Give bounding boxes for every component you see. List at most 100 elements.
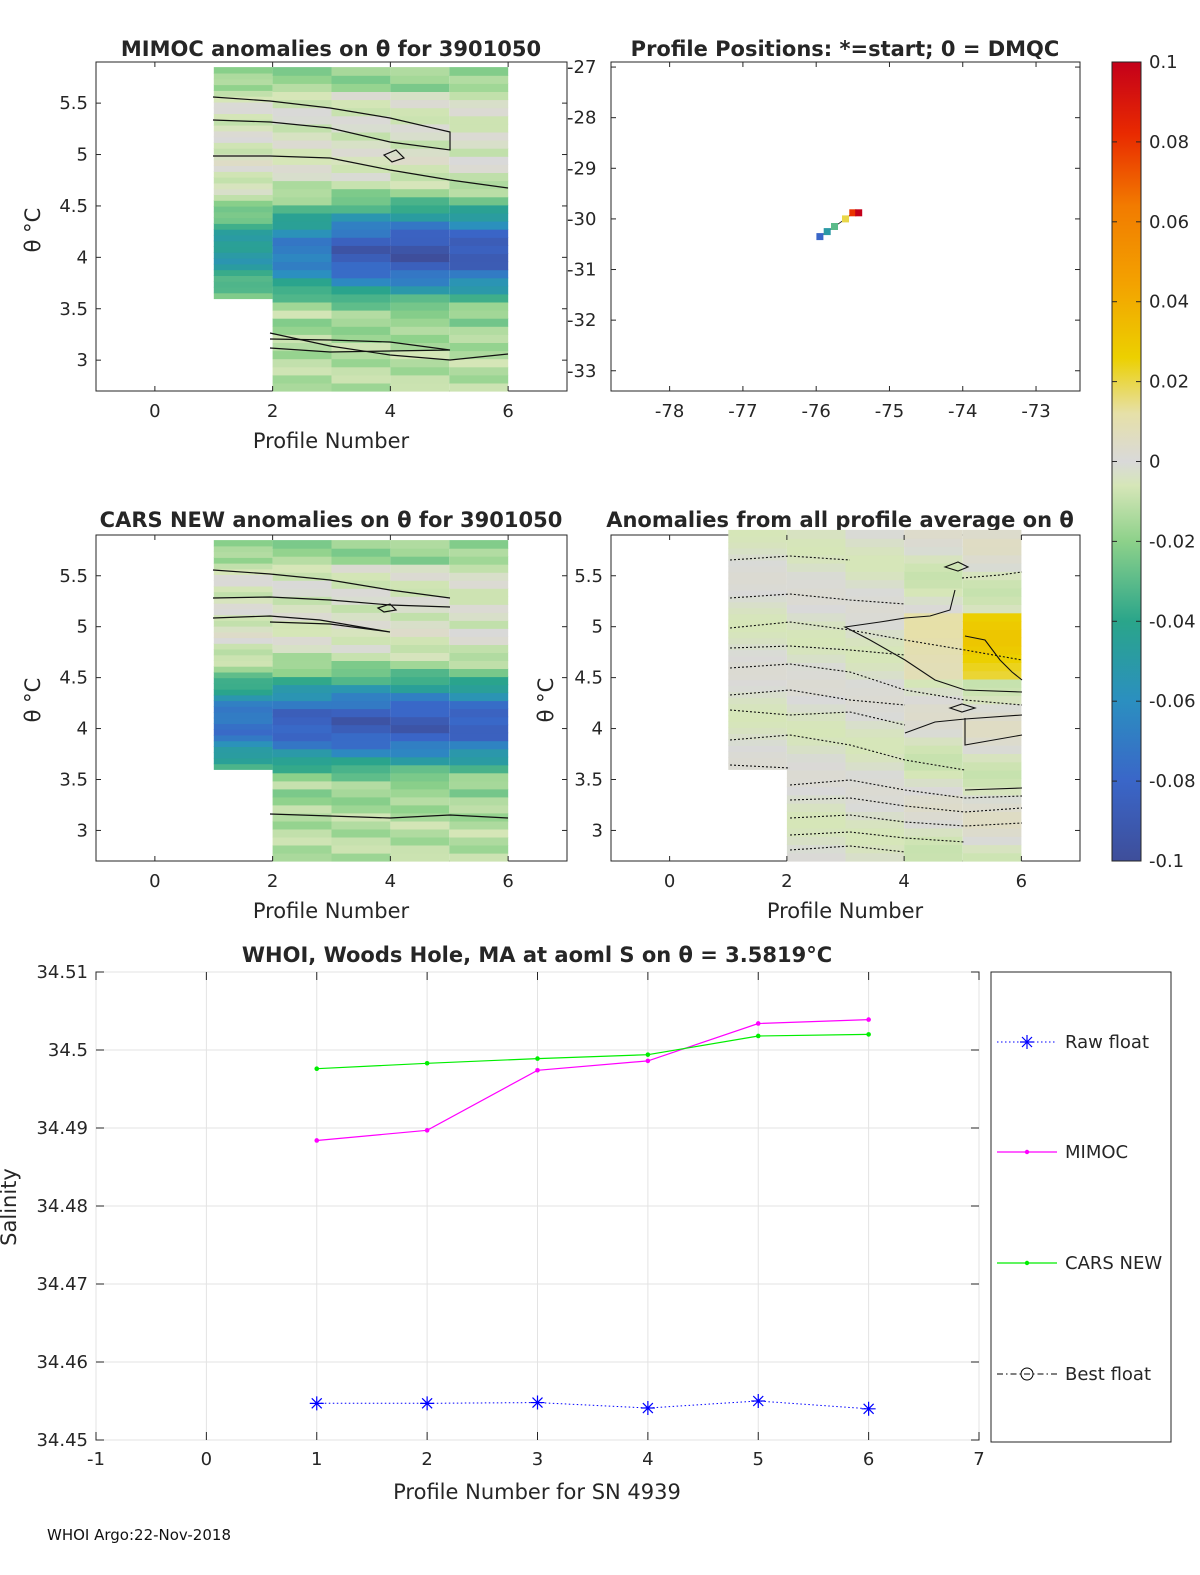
heatmap-cell	[449, 700, 509, 710]
panel-mimoc-anomalies: MIMOC anomalies on θ for 3901050 0 2 4 6 5.5…	[21, 37, 568, 453]
heatmap-cell	[331, 164, 391, 173]
heatmap-cell	[331, 668, 391, 678]
heatmap-cell	[786, 786, 846, 796]
heatmap-cell	[449, 237, 509, 246]
y-axis-label: θ °C	[21, 208, 45, 253]
heatmap-cell	[449, 245, 509, 254]
heatmap-cell	[272, 788, 332, 798]
position-marker	[849, 209, 857, 217]
heatmap-cell	[213, 603, 273, 610]
heatmap-cell	[904, 769, 963, 779]
heatmap-cell	[213, 258, 273, 265]
heatmap-cell	[331, 596, 391, 605]
heatmap-cell	[390, 164, 450, 173]
panel-profile-average-anomalies: Anomalies from all profile average on θ	[534, 508, 1081, 923]
heatmap-cell	[390, 668, 450, 678]
panel-cars-anomalies: CARS NEW anomalies on θ for 3901050 0 2 4 6…	[21, 508, 568, 923]
legend-entry-best-float: Best float	[997, 1364, 1151, 1385]
heatmap-cell	[272, 620, 332, 629]
heatmap-cell	[904, 712, 963, 721]
heatmap-cell	[390, 229, 450, 238]
heatmap-cell	[786, 778, 846, 788]
heatmap-cell	[962, 728, 1022, 738]
series-cars-new	[314, 1032, 871, 1072]
heatmap-cell	[728, 715, 787, 722]
heatmap-cell	[213, 205, 273, 213]
heatmap-cell	[213, 148, 273, 155]
position-marker	[831, 223, 838, 230]
heatmap-cell	[728, 541, 787, 549]
heatmap-cell	[904, 538, 963, 548]
heatmap-cell	[272, 310, 332, 319]
x-tick-label: 2	[267, 871, 278, 892]
heatmap-cell	[331, 285, 391, 295]
heatmap-cell	[390, 572, 450, 581]
circle-marker-icon	[1020, 1367, 1034, 1381]
heatmap-cell	[962, 687, 1022, 697]
heatmap-cell	[331, 204, 391, 214]
heatmap-cell	[331, 237, 391, 246]
heatmap-cell	[331, 196, 391, 206]
heatmap-cell	[331, 828, 391, 838]
heatmap-cell	[390, 820, 450, 830]
heatmap-cell	[845, 712, 905, 721]
heatmap-cell	[272, 342, 332, 352]
heatmap-cell	[786, 819, 846, 829]
heatmap-cell	[390, 796, 450, 806]
heatmap-cell	[449, 253, 509, 263]
colorbar-tick-label: 0.04	[1149, 292, 1189, 313]
position-marker	[823, 228, 831, 236]
heatmap-cell	[390, 261, 450, 271]
heatmap-cells	[213, 67, 509, 392]
heatmap-cell	[390, 652, 450, 661]
y-tick-label: 4	[77, 247, 88, 268]
heatmap-cell	[390, 548, 450, 557]
heatmap-cell	[213, 666, 273, 673]
y-tick-label: -33	[567, 361, 596, 382]
heatmap-cell	[845, 703, 905, 713]
heatmap-cell	[449, 285, 509, 295]
heatmap-cell	[331, 293, 391, 303]
x-tick-label: 7	[973, 1449, 984, 1470]
heatmap-cell	[449, 148, 509, 157]
heatmap-cell	[331, 261, 391, 271]
heatmap-cell	[728, 559, 787, 567]
series-line	[316, 1033, 869, 1070]
heatmap-cell	[845, 571, 905, 581]
heatmap-cell	[272, 660, 332, 669]
heatmap-cell	[845, 695, 905, 705]
heatmap-cell	[904, 794, 963, 804]
heatmap-cell	[449, 75, 509, 84]
x-tick-label: 4	[642, 1449, 653, 1470]
heatmap-cell	[904, 563, 963, 572]
heatmap-cell	[331, 764, 391, 774]
heatmap-cell	[390, 612, 450, 621]
x-tick-label: -73	[1021, 401, 1050, 422]
heatmap-cell	[390, 596, 450, 605]
heatmap-cell	[272, 845, 332, 854]
heatmap-cell	[331, 188, 391, 198]
heatmap-cell	[390, 636, 450, 645]
heatmap-cell	[904, 827, 963, 837]
heatmap-cell	[272, 748, 332, 758]
heatmap-cell	[449, 652, 509, 661]
heatmap-cell	[390, 326, 450, 335]
heatmap-cell	[449, 374, 509, 384]
heatmap-cell	[331, 91, 391, 101]
heatmap-cell	[331, 140, 391, 149]
heatmap-cell	[213, 142, 273, 149]
legend-label: CARS NEW	[1065, 1253, 1162, 1274]
series-raw-float	[309, 1394, 876, 1416]
heatmap-cell	[786, 529, 846, 539]
heatmap-cell	[845, 678, 905, 688]
heatmap-cell	[390, 780, 450, 790]
heatmap-cell	[904, 778, 963, 788]
heatmap-cell	[213, 223, 273, 230]
heatmap-cell	[904, 621, 963, 630]
heatmap-cell	[845, 687, 905, 697]
heatmap-cell	[272, 588, 332, 597]
heatmap-cell	[213, 90, 273, 97]
heatmap-cell	[390, 700, 450, 710]
heatmap-cell	[786, 596, 846, 605]
heatmap-cell	[213, 614, 273, 621]
